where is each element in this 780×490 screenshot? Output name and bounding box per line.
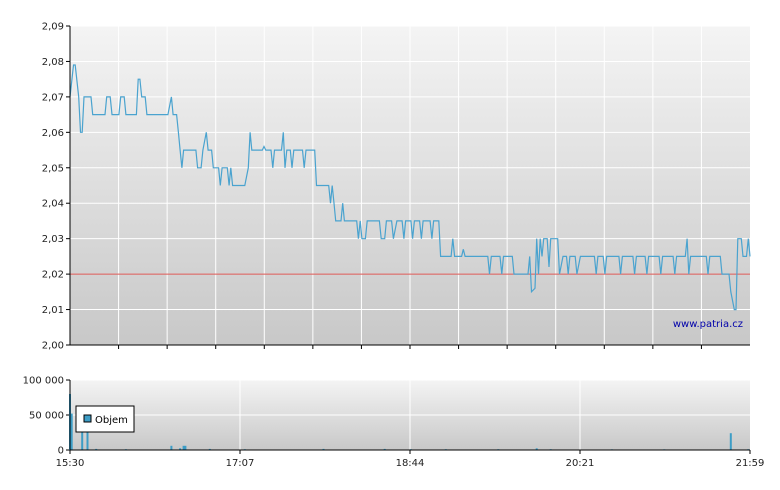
watermark: www.patria.cz bbox=[673, 319, 743, 330]
volume-bar bbox=[86, 420, 89, 450]
volume-bar bbox=[184, 445, 187, 450]
volume-bar bbox=[170, 445, 173, 450]
volume-bar bbox=[535, 448, 538, 451]
price-y-tick-label: 2,04 bbox=[42, 199, 64, 210]
price-y-tick-label: 2,02 bbox=[42, 270, 64, 281]
volume-bar bbox=[383, 448, 386, 450]
price-y-tick-label: 2,00 bbox=[42, 341, 64, 352]
volume-y-tick-label: 50 000 bbox=[29, 411, 64, 422]
volume-bar bbox=[179, 448, 182, 451]
volume-bar bbox=[70, 413, 73, 450]
price-y-tick-label: 2,03 bbox=[42, 234, 64, 245]
volume-bar bbox=[208, 448, 211, 450]
price-series-line bbox=[69, 64, 751, 311]
volume-panel: 100 000 50 000 015:30 17:07 18:44 20:21 21:59 bbox=[23, 376, 765, 470]
volume-y-tick-label: 0 bbox=[58, 446, 64, 457]
volume-y-tick-label: 100 000 bbox=[23, 376, 64, 387]
volume-bar bbox=[81, 416, 84, 450]
volume-bar bbox=[729, 433, 732, 450]
price-y-tick-label: 2,08 bbox=[42, 57, 64, 68]
x-tick-label: 21:59 bbox=[736, 458, 765, 469]
price-y-tick-label: 2,09 bbox=[42, 22, 64, 33]
price-y-tick-label: 2,05 bbox=[42, 163, 64, 174]
volume-legend: Objem bbox=[75, 405, 135, 433]
price-y-tick-label: 2,06 bbox=[42, 128, 64, 139]
volume-bar bbox=[322, 448, 325, 450]
volume-bar bbox=[95, 448, 98, 450]
x-tick-label: 15:30 bbox=[56, 458, 85, 469]
price-y-tick-label: 2,01 bbox=[42, 305, 64, 316]
x-tick-label: 18:44 bbox=[396, 458, 425, 469]
x-tick-label: 20:21 bbox=[566, 458, 595, 469]
legend-swatch bbox=[83, 414, 92, 423]
price-y-tick-label: 2,07 bbox=[42, 92, 64, 103]
legend-label: Objem bbox=[95, 415, 128, 426]
price-panel: 2,09 2,08 2,07 2,06 2,05 2,04 2,03 2,02 2,01 2,00 bbox=[42, 22, 751, 352]
volume-bar bbox=[182, 445, 185, 450]
x-tick-label: 17:07 bbox=[226, 458, 255, 469]
